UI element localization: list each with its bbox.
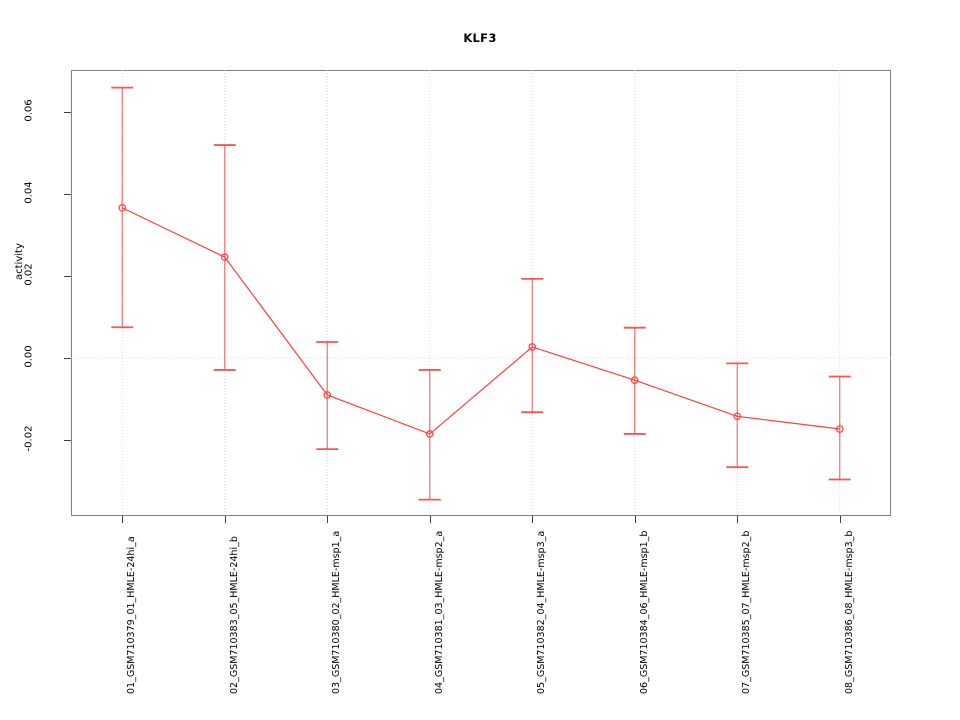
x-tick-mark bbox=[634, 516, 636, 523]
x-tick-label: 08_GSM710386_08_HMLE-msp3_b bbox=[843, 530, 855, 694]
x-tick-label: 04_GSM710381_03_HMLE-msp2_a bbox=[433, 530, 445, 694]
x-tick-mark bbox=[224, 516, 226, 523]
y-tick-label: 0.06 bbox=[23, 99, 35, 122]
plot-frame bbox=[71, 70, 891, 516]
x-tick-mark bbox=[429, 516, 431, 523]
x-tick-label: 02_GSM710383_05_HMLE-24hi_b bbox=[228, 536, 240, 694]
x-tick-mark bbox=[122, 516, 124, 523]
y-tick-mark bbox=[64, 193, 71, 195]
y-tick-mark bbox=[64, 275, 71, 277]
x-tick-label: 06_GSM710384_06_HMLE-msp1_b bbox=[638, 530, 650, 694]
y-tick-mark bbox=[64, 358, 71, 360]
x-tick-label: 07_GSM710385_07_HMLE-msp2_b bbox=[741, 530, 753, 694]
x-tick-label: 01_GSM710379_01_HMLE-24hi_a bbox=[126, 536, 138, 694]
y-tick-mark bbox=[64, 440, 71, 442]
y-tick-label: -0.02 bbox=[23, 425, 35, 452]
y-tick-mark bbox=[64, 111, 71, 113]
y-tick-label: 0.00 bbox=[23, 345, 35, 368]
x-tick-label: 05_GSM710382_04_HMLE-msp3_a bbox=[536, 530, 548, 694]
y-tick-label: 0.04 bbox=[23, 181, 35, 204]
y-tick-label: 0.02 bbox=[23, 263, 35, 286]
x-tick-label: 03_GSM710380_02_HMLE-msp1_a bbox=[331, 530, 343, 694]
x-tick-mark bbox=[532, 516, 534, 523]
x-tick-mark bbox=[839, 516, 841, 523]
x-tick-mark bbox=[327, 516, 329, 523]
x-tick-mark bbox=[737, 516, 739, 523]
page-title: KLF3 bbox=[463, 31, 497, 45]
